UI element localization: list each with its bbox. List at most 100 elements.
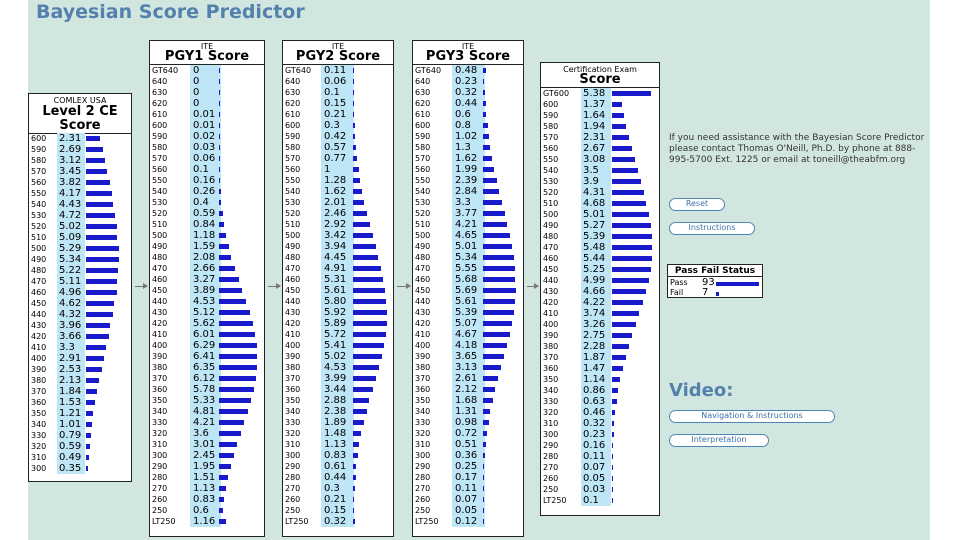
probability-value: 5.39	[583, 231, 606, 242]
score-label: 560	[152, 165, 168, 174]
probability-value: 5.33	[193, 395, 216, 406]
probability-value: 5.25	[583, 264, 606, 275]
score-label: 350	[285, 396, 301, 405]
probability-value: 5.92	[324, 307, 347, 318]
score-row: 470 2.66	[150, 263, 264, 274]
probability-bar	[86, 268, 118, 273]
score-row: 580 1.3	[413, 142, 523, 153]
score-row: 600 1.37	[541, 99, 659, 110]
score-row: 310 0.32	[541, 418, 659, 429]
probability-bar	[612, 256, 652, 261]
score-row: 500 1.18	[150, 230, 264, 241]
score-row: 410 3.74	[541, 308, 659, 319]
probability-value: 5.34	[59, 254, 82, 265]
reset-button[interactable]: Reset	[669, 198, 725, 211]
probability-value: 2.84	[455, 186, 478, 197]
score-label: 540	[285, 187, 301, 196]
probability-value: 2.01	[324, 197, 347, 208]
probability-bar	[612, 267, 651, 272]
probability-bar	[353, 310, 387, 315]
probability-value: 0.51	[455, 439, 478, 450]
score-label: 350	[31, 409, 47, 418]
score-label: 260	[152, 495, 168, 504]
score-label: 590	[285, 132, 301, 141]
probability-bar	[86, 334, 109, 339]
probability-value: 4.96	[59, 287, 82, 298]
probability-value: 0.07	[583, 462, 606, 473]
score-label: 470	[415, 264, 431, 273]
score-label: 580	[152, 143, 168, 152]
score-row: 320 0.46	[541, 407, 659, 418]
probability-bar	[86, 246, 119, 251]
probability-bar	[219, 167, 220, 172]
probability-bar	[483, 79, 484, 84]
score-row: 630 0.32	[413, 87, 523, 98]
probability-value: 0.77	[324, 153, 347, 164]
interpretation-video-button[interactable]: Interpretation	[669, 434, 769, 447]
probability-value: 4.43	[59, 199, 82, 210]
probability-bar	[612, 410, 615, 415]
comlex-caption-line2: Level 2 CE	[42, 104, 118, 119]
probability-bar	[219, 486, 226, 491]
probability-bar	[219, 464, 231, 469]
probability-bar	[483, 90, 485, 95]
probability-bar	[353, 123, 355, 128]
probability-value: 0.05	[455, 505, 478, 516]
score-label: 250	[543, 485, 559, 494]
probability-value: 5.80	[324, 296, 347, 307]
probability-value: 2.88	[324, 395, 347, 406]
probability-value: 0	[193, 65, 200, 76]
score-label: 310	[31, 453, 47, 462]
score-row: 550 3.08	[541, 154, 659, 165]
pass-value: 93	[702, 277, 715, 288]
probability-value: 2.28	[583, 341, 606, 352]
score-row: 410 3.3	[29, 342, 131, 353]
probability-value: 1.62	[455, 153, 478, 164]
navigation-instructions-video-button[interactable]: Navigation & Instructions	[669, 410, 835, 423]
probability-value: 1.3	[455, 142, 471, 153]
score-row: 550 2.39	[413, 175, 523, 186]
probability-value: 0.15	[324, 505, 347, 516]
probability-bar	[353, 365, 379, 370]
score-row: 560 3.82	[29, 177, 131, 188]
score-row: 440 4.32	[29, 309, 131, 320]
score-label: 590	[31, 145, 47, 154]
probability-bar	[219, 277, 239, 282]
probability-bar	[612, 388, 618, 393]
score-label: 500	[152, 231, 168, 240]
score-row: 580 3.12	[29, 155, 131, 166]
score-row: 540 0.26	[150, 186, 264, 197]
score-label: 380	[152, 363, 168, 372]
probability-value: 5.89	[324, 318, 347, 329]
score-row: 520 3.77	[413, 208, 523, 219]
score-row: 570 2.31	[541, 132, 659, 143]
score-label: LT250	[415, 517, 439, 526]
score-row: 420 4.22	[541, 297, 659, 308]
score-row: 560 1	[283, 164, 393, 175]
score-row: 250 0.6	[150, 505, 264, 516]
probability-value: 5.68	[455, 274, 478, 285]
probability-value: 4.32	[59, 309, 82, 320]
probability-value: 0.05	[583, 473, 606, 484]
probability-bar	[483, 244, 512, 249]
score-label: 330	[152, 418, 168, 427]
score-label: 300	[31, 464, 47, 473]
probability-bar	[219, 365, 257, 370]
probability-bar	[353, 79, 354, 84]
score-label: 320	[31, 442, 47, 451]
probability-value: 0.21	[324, 494, 347, 505]
score-label: 630	[285, 88, 301, 97]
probability-bar	[353, 90, 354, 95]
instructions-button[interactable]: Instructions	[669, 222, 755, 235]
score-row: 280 0.44	[283, 472, 393, 483]
score-label: 420	[415, 319, 431, 328]
probability-value: 5.34	[455, 252, 478, 263]
probability-value: 5.02	[59, 221, 82, 232]
score-row: 350 1.21	[29, 408, 131, 419]
score-row: 600 0.01	[150, 120, 264, 131]
score-row: 420 5.62	[150, 318, 264, 329]
probability-bar	[483, 398, 493, 403]
probability-value: 1.16	[193, 516, 216, 527]
score-label: 370	[543, 353, 559, 362]
score-row: 610 0.21	[283, 109, 393, 120]
